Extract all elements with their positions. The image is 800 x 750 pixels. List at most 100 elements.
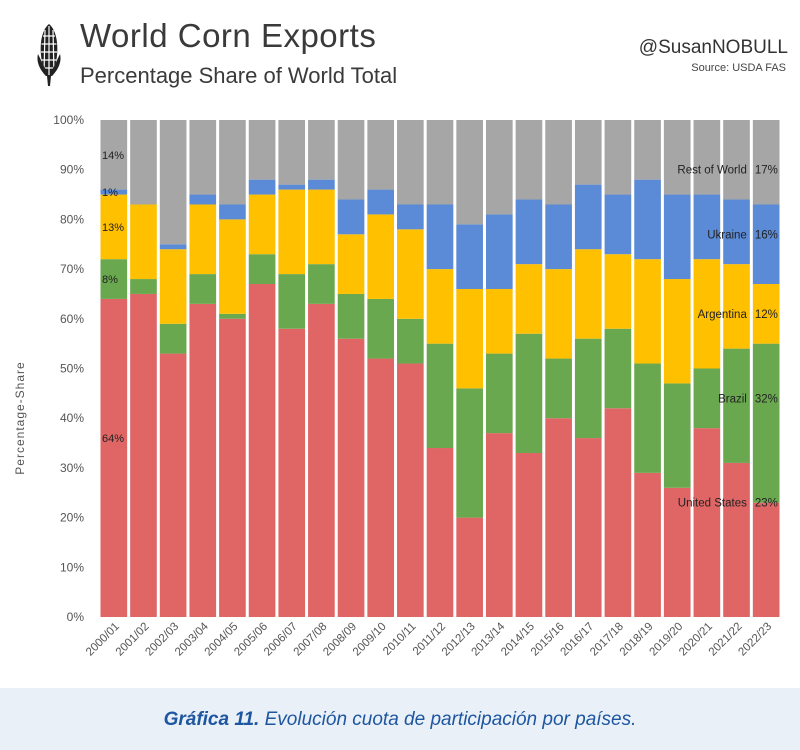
stacked-bar-chart: 0% 10% 20% 30% 40% 50% 60% 70% 80% 90% 100% 2000/0… xyxy=(13,113,780,659)
bar-segment-argentina xyxy=(693,259,721,369)
bar-segment-united-states xyxy=(604,408,632,617)
chart-card: World Corn Exports Percentage Share of W… xyxy=(0,0,800,688)
data-label-last-year: 17% xyxy=(755,165,778,177)
bar-segment-ukraine xyxy=(278,184,306,190)
bar-segment-brazil xyxy=(426,343,454,449)
bar-segment-argentina xyxy=(130,204,157,280)
figure-caption: Gráfica 11. Evolución cuota de participa… xyxy=(0,709,800,731)
bar-segment-rest-of-world xyxy=(663,120,691,195)
bar-segment-ukraine xyxy=(545,204,572,270)
bar-segment-argentina xyxy=(752,284,780,344)
bar-segment-united-states xyxy=(456,517,483,617)
bar-segment-argentina xyxy=(456,288,483,389)
bar-segment-ukraine xyxy=(456,224,483,289)
bar-segment-united-states xyxy=(308,303,335,617)
bar-segment-ukraine xyxy=(723,199,750,265)
bar-segment-rest-of-world xyxy=(248,120,276,180)
x-tick-label: 2022/23 xyxy=(736,621,774,659)
x-axis: 2000/012001/022002/032003/042004/052005/… xyxy=(84,620,774,658)
y-tick-label: 100% xyxy=(53,113,84,127)
bar-segment-united-states xyxy=(278,328,306,617)
bar-segment-ukraine xyxy=(426,204,454,270)
data-label-last-year: 23% xyxy=(755,498,778,510)
bar-segment-argentina xyxy=(397,229,424,319)
bar-segment-rest-of-world xyxy=(337,120,365,200)
bar-segment-argentina xyxy=(219,219,246,314)
bar-segment-united-states xyxy=(485,433,513,617)
source-note: Source: USDA FAS xyxy=(691,62,786,74)
y-tick-label: 50% xyxy=(60,362,84,376)
x-tick-label: 2009/10 xyxy=(351,621,389,659)
bar-segment-argentina xyxy=(337,234,365,294)
bar-segment-rest-of-world xyxy=(278,120,306,185)
bar-segment-united-states xyxy=(397,363,424,617)
bar-segment-united-states xyxy=(634,472,661,617)
bar-segment-rest-of-world xyxy=(219,120,246,205)
bar-segment-brazil xyxy=(367,298,395,359)
data-label-first-year: 14% xyxy=(102,150,124,162)
bar-segment-ukraine xyxy=(752,204,780,285)
bar-segment-rest-of-world xyxy=(693,120,721,195)
bar-segment-argentina xyxy=(663,279,691,384)
bar-segment-argentina xyxy=(100,194,128,260)
bar-segment-united-states xyxy=(752,502,780,617)
y-axis: 0% 10% 20% 30% 40% 50% 60% 70% 80% 90% 100% xyxy=(53,113,84,624)
y-tick-label: 20% xyxy=(60,511,84,525)
data-label-last-year: 16% xyxy=(755,229,778,241)
bar-segment-brazil xyxy=(159,323,187,354)
bar-segment-rest-of-world xyxy=(308,120,335,180)
bar-segment-united-states xyxy=(337,338,365,617)
bar-segment-united-states xyxy=(219,318,246,617)
chart-subtitle: Percentage Share of World Total xyxy=(80,63,398,88)
bar-segment-rest-of-world xyxy=(545,120,572,205)
bar-segment-brazil xyxy=(308,264,335,304)
bar-segment-ukraine xyxy=(337,199,365,235)
bar-segment-brazil xyxy=(545,358,572,419)
bars-layer xyxy=(100,120,780,617)
bar-segment-united-states xyxy=(159,353,187,617)
bar-segment-ukraine xyxy=(100,189,128,195)
bar-segment-united-states xyxy=(130,293,157,617)
bar-segment-argentina xyxy=(278,189,306,275)
bar-segment-rest-of-world xyxy=(456,120,483,225)
y-tick-label: 40% xyxy=(60,411,84,425)
bar-segment-united-states xyxy=(248,284,276,617)
bar-segment-ukraine xyxy=(367,189,395,215)
bar-segment-argentina xyxy=(159,249,187,324)
bar-segment-united-states xyxy=(367,358,395,617)
bar-segment-rest-of-world xyxy=(515,120,543,200)
data-label-first-year: 8% xyxy=(102,274,118,286)
corn-cob-icon xyxy=(37,24,61,86)
bar-segment-rest-of-world xyxy=(100,120,128,190)
bar-segment-rest-of-world xyxy=(189,120,217,195)
bar-segment-ukraine xyxy=(248,179,276,195)
bar-segment-ukraine xyxy=(397,204,424,230)
bar-segment-rest-of-world xyxy=(367,120,395,190)
bar-segment-argentina xyxy=(308,189,335,265)
bar-segment-brazil xyxy=(752,343,780,503)
bar-segment-argentina xyxy=(189,204,217,275)
bar-segment-united-states xyxy=(189,303,217,617)
bar-segment-argentina xyxy=(515,264,543,334)
bar-segment-ukraine xyxy=(634,179,661,260)
bar-segment-argentina xyxy=(367,214,395,299)
bar-segment-brazil xyxy=(130,279,157,294)
data-label-first-year: 64% xyxy=(102,433,124,445)
bar-segment-ukraine xyxy=(485,214,513,289)
bar-segment-brazil xyxy=(723,348,750,463)
bar-segment-united-states xyxy=(515,452,543,617)
bar-segment-rest-of-world xyxy=(604,120,632,195)
bar-segment-rest-of-world xyxy=(574,120,602,185)
bar-segment-argentina xyxy=(248,194,276,255)
caption-text: Evolución cuota de participación por paí… xyxy=(264,709,637,730)
bar-segment-ukraine xyxy=(663,194,691,280)
data-label-last-year: 32% xyxy=(755,393,778,405)
bar-segment-brazil xyxy=(604,328,632,409)
chart-title: World Corn Exports xyxy=(80,17,377,54)
author-handle: @SusanNOBULL xyxy=(638,37,788,58)
y-tick-label: 10% xyxy=(60,560,84,574)
y-tick-label: 0% xyxy=(67,610,85,624)
bar-segment-ukraine xyxy=(159,244,187,250)
bar-segment-brazil xyxy=(100,259,128,299)
bar-segment-brazil xyxy=(574,338,602,439)
